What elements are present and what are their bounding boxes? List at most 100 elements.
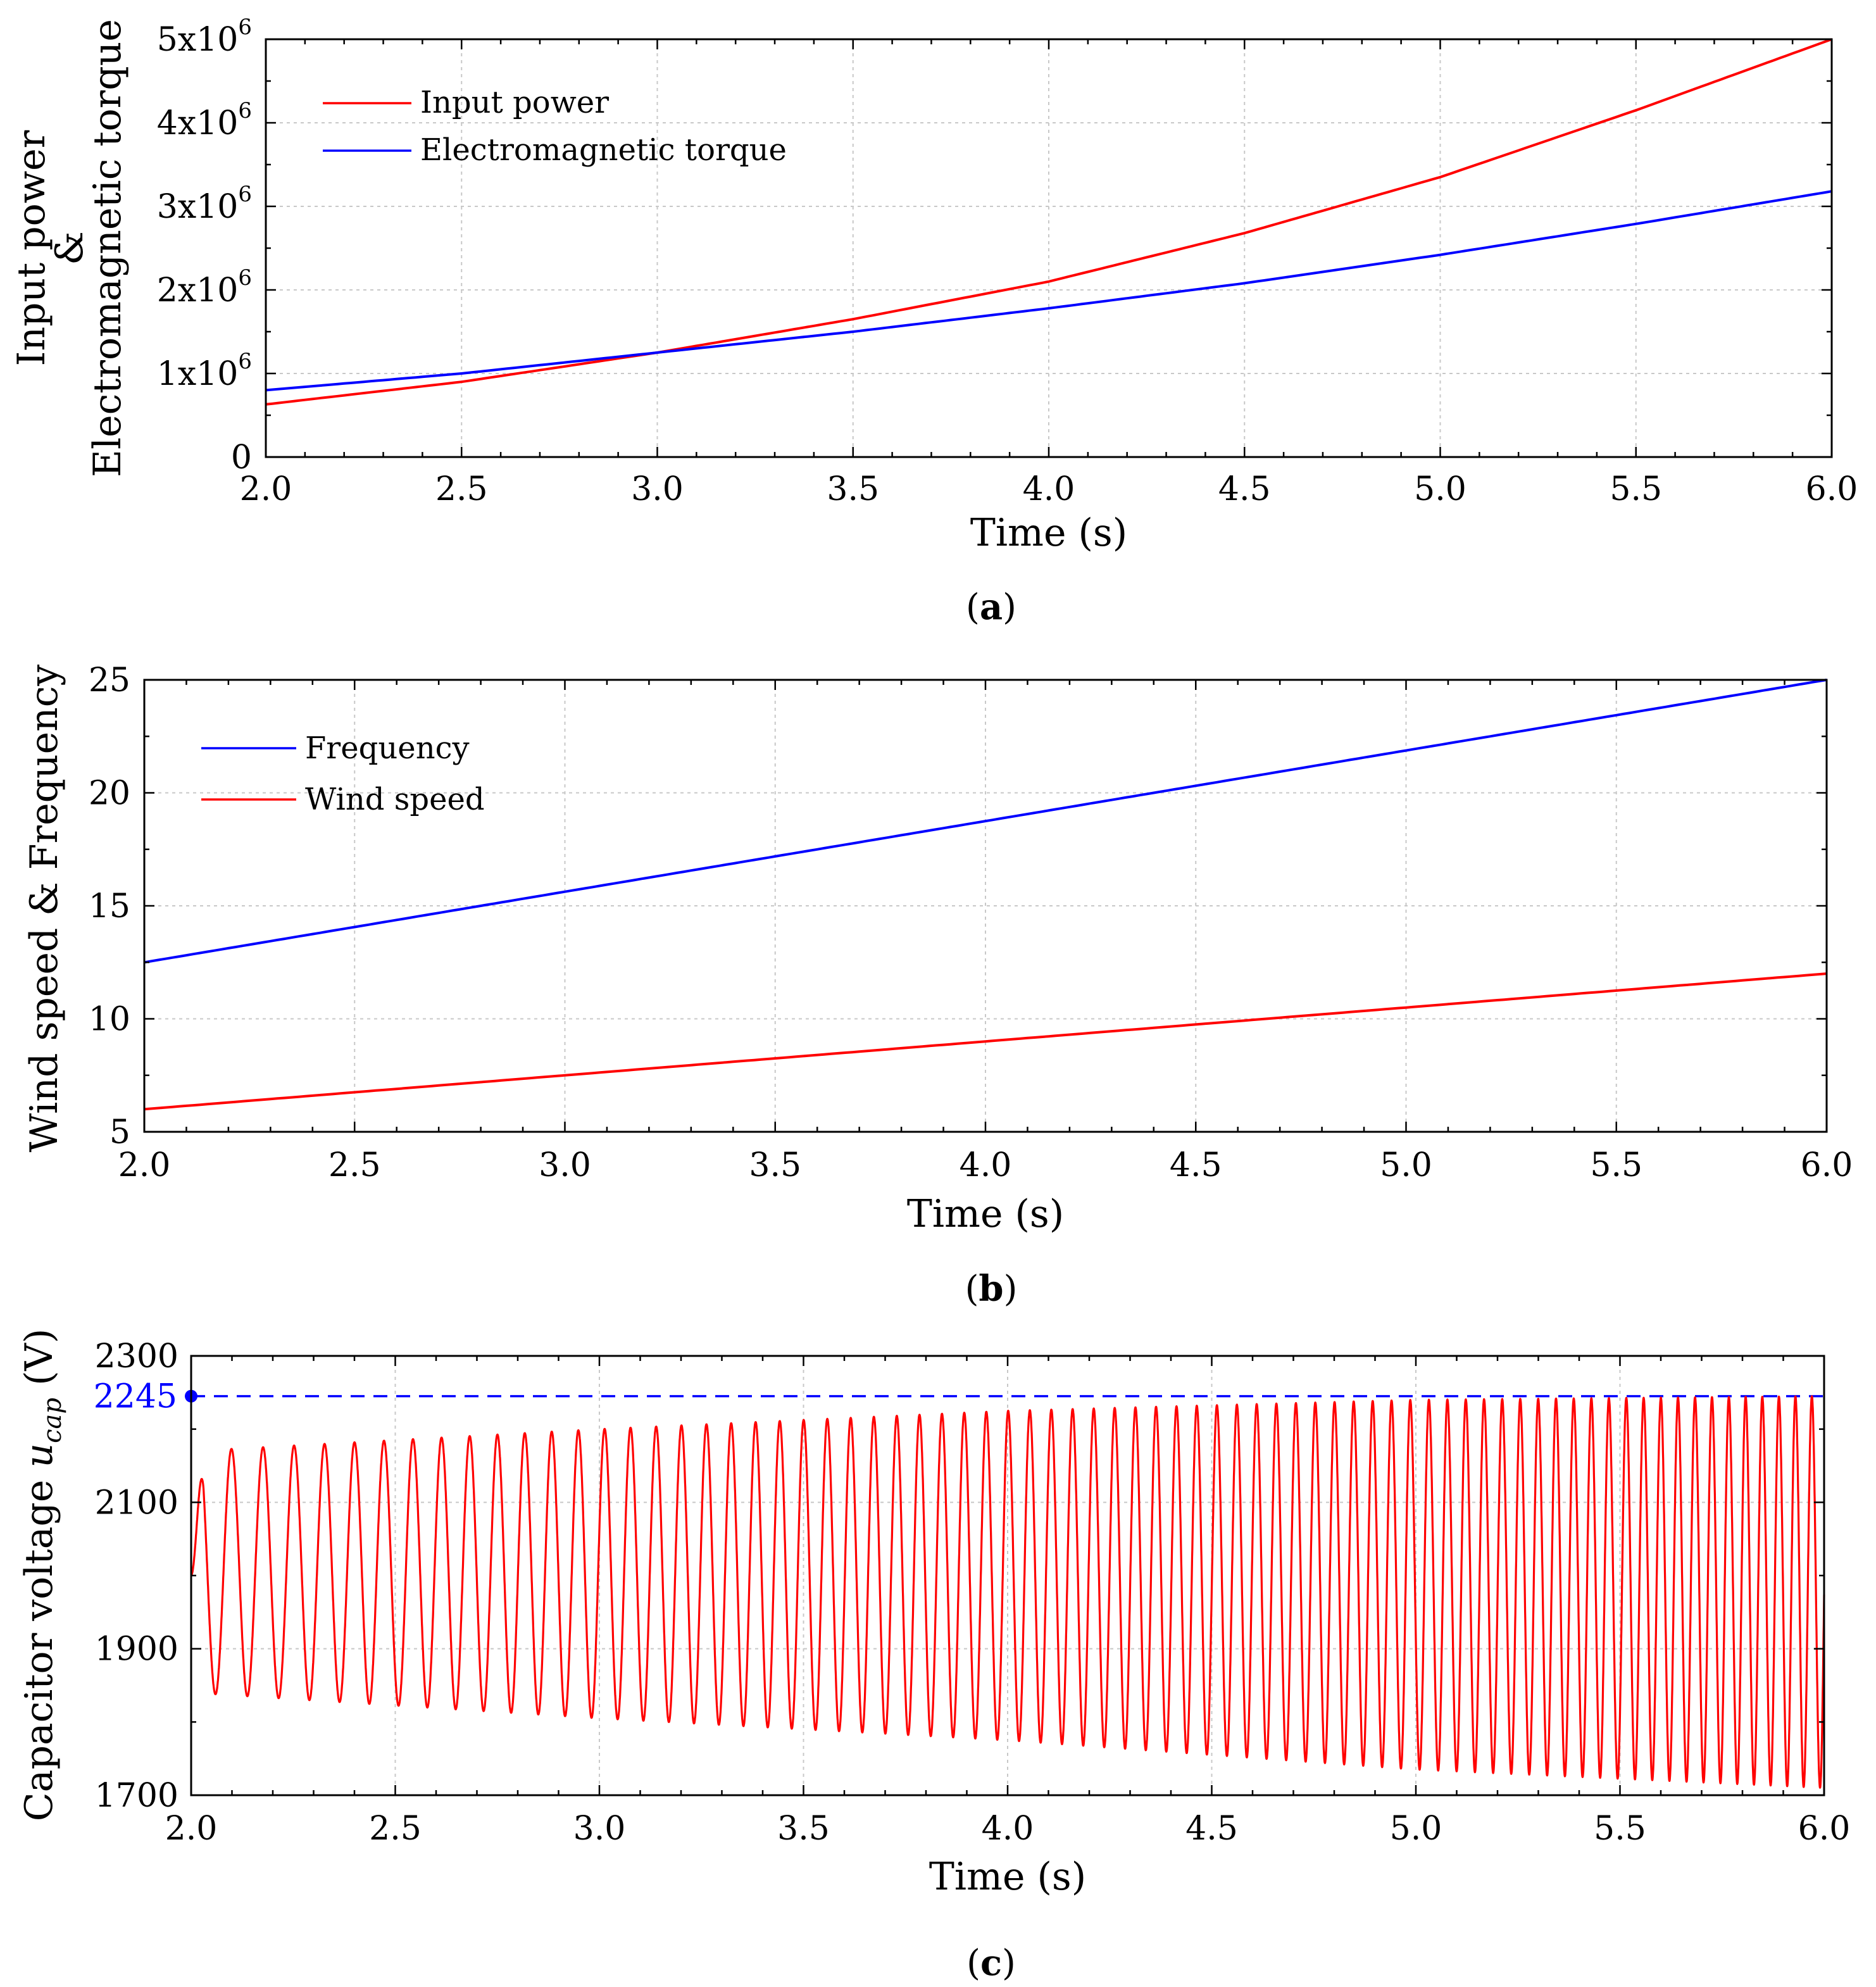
panel-b-series — [144, 679, 1827, 1111]
panel-b-xtick-label: 5.0 — [1380, 1146, 1432, 1184]
panel-c-ytick-label: 2300 — [95, 1338, 178, 1376]
reference-line-label: 2245 — [94, 1378, 177, 1416]
panel-a-series-input-power — [265, 38, 1832, 406]
panel-a-legend-label-input-power: Input power — [420, 85, 609, 120]
panel-c-ytick-label: 1700 — [95, 1777, 178, 1815]
panel-b-xtick-label: 3.0 — [539, 1146, 591, 1184]
panel-b-legend: Frequency Wind speed — [201, 730, 485, 817]
panel-b-xtick-label: 4.5 — [1170, 1146, 1222, 1184]
panel-a-ytick-label: 0 — [231, 439, 252, 477]
panel-c-series — [190, 1395, 1825, 1789]
panel-c-caption-letter: c — [980, 1942, 1002, 1984]
panel-a-ytick-label: 4x106 — [157, 98, 252, 142]
panel-b-x-tick-labels: 2.0 2.5 3.0 3.5 4.0 4.5 5.0 5.5 6.0 — [118, 1146, 1853, 1184]
panel-b-xtick-label: 2.0 — [118, 1146, 171, 1184]
panel-a-xtick-label: 3.0 — [631, 470, 684, 508]
panel-c-y-tick-labels: 1700 1900 2100 2300 — [95, 1338, 178, 1815]
panel-a: 2.0 2.5 3.0 3.5 4.0 4.5 5.0 5.5 6.0 01x1062x1063… — [9, 15, 1858, 628]
panel-a-ytick-label-mantissa: 3x10 — [157, 188, 239, 226]
panel-b-ytick-label-mantissa: 15 — [89, 887, 130, 925]
panel-c-caption: (c) — [966, 1942, 1016, 1984]
panel-b-ytick-label-mantissa: 20 — [89, 775, 130, 813]
panel-c-ytick-label-mantissa: 1700 — [95, 1777, 178, 1815]
panel-a-caption-letter: a — [980, 586, 1003, 628]
panel-a-x-tick-labels: 2.0 2.5 3.0 3.5 4.0 4.5 5.0 5.5 6.0 — [240, 470, 1858, 508]
panel-b-ytick-label: 5 — [109, 1113, 130, 1151]
panel-b-ytick-label-mantissa: 5 — [109, 1113, 130, 1151]
panel-b-ticks — [143, 679, 1828, 1133]
panel-b-ytick-label: 10 — [89, 1001, 130, 1039]
panel-b-ytick-label: 20 — [89, 775, 130, 813]
panel-b-xtick-label: 5.5 — [1590, 1146, 1642, 1184]
panel-a-ytick-label-exponent: 6 — [238, 182, 252, 207]
panel-a-xtick-label: 5.0 — [1414, 470, 1466, 508]
panel-c-ytick-label-mantissa: 2300 — [95, 1338, 178, 1376]
panel-b-xtick-label: 3.5 — [749, 1146, 801, 1184]
panel-b-grid — [144, 680, 1827, 1132]
panel-c-xtick-label: 5.5 — [1594, 1810, 1646, 1848]
panel-c-ylabel: Capacitor voltage ucap (V) — [17, 1329, 67, 1821]
panel-b-xtick-label: 2.5 — [328, 1146, 381, 1184]
panel-c: 2245 2.0 2.5 3.0 3.5 4.0 4.5 5.0 5.5 6.0 1700 190… — [17, 1329, 1850, 1984]
panel-c-x-tick-labels: 2.0 2.5 3.0 3.5 4.0 4.5 5.0 5.5 6.0 — [165, 1810, 1851, 1848]
panel-a-ytick-label: 1x106 — [157, 349, 252, 393]
panel-c-xtick-label: 4.0 — [982, 1810, 1034, 1848]
panel-a-grid — [266, 39, 1832, 457]
panel-b-series-frequency — [144, 679, 1827, 964]
panel-c-ytick-label: 1900 — [95, 1631, 178, 1669]
panel-b-series-wind-speed — [144, 972, 1827, 1111]
panel-b-ylabel: Wind speed & Frequency — [22, 665, 66, 1153]
panel-a-ytick-label-mantissa: 5x10 — [157, 21, 239, 59]
panel-a-ytick-label: 2x106 — [157, 265, 252, 310]
panel-a-ticks — [265, 38, 1833, 458]
panel-c-ytick-label-mantissa: 2100 — [95, 1484, 178, 1522]
panel-b-xtick-label: 6.0 — [1801, 1146, 1853, 1184]
panel-b-y-tick-labels: 5 10 15 20 25 — [89, 661, 130, 1151]
panel-c-xtick-label: 2.5 — [369, 1810, 422, 1848]
panel-a-ytick-label: 5x106 — [157, 15, 252, 59]
panel-a-ytick-label-mantissa: 2x10 — [157, 272, 239, 310]
panel-a-caption: (a) — [966, 586, 1016, 628]
panel-b-caption-letter: b — [979, 1268, 1003, 1310]
panel-c-ylabel-unit: (V) — [17, 1329, 61, 1398]
panel-b-legend-label-wind-speed: Wind speed — [305, 782, 485, 817]
panel-c-xlabel: Time (s) — [929, 1855, 1086, 1899]
panel-c-ylabel-subscript: cap — [38, 1398, 67, 1443]
panel-a-ylabel-line-2: & — [47, 231, 92, 265]
panel-a-xlabel: Time (s) — [970, 511, 1127, 555]
panel-c-xtick-label: 2.0 — [165, 1810, 218, 1848]
panel-b-ytick-label: 15 — [89, 887, 130, 925]
panel-a-ylabel-line-1: Input power — [9, 130, 54, 366]
panel-b-caption: (b) — [965, 1268, 1018, 1310]
panel-a-xtick-label: 4.5 — [1218, 470, 1271, 508]
panel-a-series — [265, 38, 1832, 406]
panel-c-xtick-label: 5.0 — [1390, 1810, 1442, 1848]
panel-c-xtick-label: 6.0 — [1798, 1810, 1851, 1848]
panel-c-xtick-label: 3.5 — [777, 1810, 830, 1848]
panel-b-legend-label-frequency: Frequency — [305, 730, 470, 766]
panel-a-ytick-label-mantissa: 1x10 — [157, 355, 239, 393]
panel-a-xtick-label: 6.0 — [1806, 470, 1858, 508]
panel-c-reference-line: 2245 — [94, 1378, 1824, 1416]
panel-b-ytick-label: 25 — [89, 661, 130, 699]
panel-a-xtick-label: 2.0 — [240, 470, 292, 508]
panel-b-xtick-label: 4.0 — [960, 1146, 1012, 1184]
panel-a-ytick-label-exponent: 6 — [238, 98, 252, 123]
panel-c-ylabel-text: Capacitor voltage ucap (V) — [17, 1329, 67, 1821]
panel-a-ytick-label: 3x106 — [157, 182, 252, 226]
panel-a-ytick-label-mantissa: 0 — [231, 439, 252, 477]
panel-a-ytick-label-exponent: 6 — [238, 265, 252, 291]
panel-b: 2.0 2.5 3.0 3.5 4.0 4.5 5.0 5.5 6.0 5 10 15 20 25 Ti… — [22, 661, 1853, 1310]
panel-c-xtick-label: 4.5 — [1185, 1810, 1238, 1848]
panel-b-ytick-label-mantissa: 10 — [89, 1001, 130, 1039]
panel-a-legend-label-electromagnetic-torque: Electromagnetic torque — [420, 132, 787, 168]
panel-c-ylabel-variable: u — [17, 1443, 61, 1468]
panel-a-xtick-label: 5.5 — [1610, 470, 1662, 508]
panel-c-ylabel-main: Capacitor voltage — [17, 1468, 61, 1822]
panel-a-ytick-label-exponent: 6 — [238, 349, 252, 374]
panel-b-ylabel-line-1: Wind speed & Frequency — [22, 665, 66, 1153]
panel-c-xtick-label: 3.0 — [573, 1810, 626, 1848]
panel-c-ytick-label: 2100 — [95, 1484, 178, 1522]
